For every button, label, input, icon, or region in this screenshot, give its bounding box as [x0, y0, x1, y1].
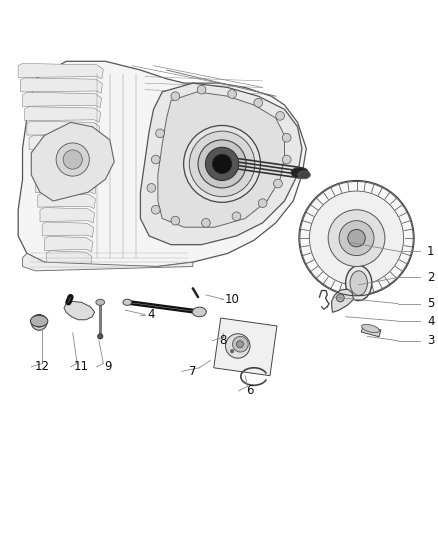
Polygon shape — [35, 179, 96, 194]
Polygon shape — [141, 83, 302, 245]
Polygon shape — [31, 123, 114, 201]
Polygon shape — [40, 207, 95, 223]
Polygon shape — [31, 150, 98, 165]
Circle shape — [212, 154, 232, 174]
Text: 4: 4 — [427, 314, 434, 328]
Polygon shape — [64, 302, 95, 320]
Text: 12: 12 — [35, 360, 49, 374]
Polygon shape — [233, 336, 248, 352]
Text: 3: 3 — [427, 334, 434, 347]
Ellipse shape — [310, 191, 403, 285]
Circle shape — [31, 314, 47, 330]
Ellipse shape — [346, 265, 372, 301]
Circle shape — [230, 350, 234, 353]
Polygon shape — [22, 92, 102, 108]
Circle shape — [147, 183, 155, 192]
Polygon shape — [158, 92, 285, 227]
Ellipse shape — [30, 316, 48, 327]
Ellipse shape — [192, 307, 206, 317]
Ellipse shape — [198, 140, 246, 188]
Ellipse shape — [362, 325, 379, 333]
Bar — [361, 325, 381, 337]
Circle shape — [283, 133, 291, 142]
Polygon shape — [42, 222, 94, 237]
Circle shape — [254, 99, 263, 107]
Bar — [214, 318, 277, 376]
Circle shape — [283, 155, 291, 164]
Ellipse shape — [339, 221, 374, 256]
Text: 1: 1 — [427, 245, 434, 258]
Text: 5: 5 — [427, 297, 434, 310]
Circle shape — [258, 199, 267, 207]
Text: 11: 11 — [74, 360, 89, 374]
Ellipse shape — [189, 131, 255, 197]
Text: 8: 8 — [220, 334, 227, 347]
Polygon shape — [20, 78, 102, 93]
Polygon shape — [22, 253, 193, 271]
Ellipse shape — [291, 167, 308, 178]
Circle shape — [336, 294, 344, 302]
Polygon shape — [18, 61, 306, 266]
Text: 4: 4 — [148, 308, 155, 321]
Circle shape — [276, 111, 285, 120]
Circle shape — [171, 216, 180, 225]
Text: 9: 9 — [104, 360, 111, 374]
Circle shape — [151, 155, 160, 164]
Polygon shape — [38, 193, 95, 208]
Polygon shape — [33, 164, 97, 180]
Circle shape — [155, 129, 164, 138]
Text: 2: 2 — [427, 271, 434, 284]
Ellipse shape — [348, 229, 365, 247]
Polygon shape — [29, 135, 99, 151]
Text: 7: 7 — [189, 365, 197, 378]
Ellipse shape — [350, 271, 367, 295]
Circle shape — [63, 150, 82, 169]
Circle shape — [151, 205, 160, 214]
Circle shape — [274, 179, 283, 188]
Circle shape — [56, 143, 89, 176]
Circle shape — [171, 92, 180, 101]
Circle shape — [232, 212, 241, 221]
Polygon shape — [25, 107, 101, 122]
Ellipse shape — [328, 210, 385, 266]
Polygon shape — [332, 289, 353, 312]
Circle shape — [197, 85, 206, 94]
Polygon shape — [44, 236, 93, 252]
Text: 10: 10 — [225, 293, 240, 306]
Ellipse shape — [300, 181, 413, 295]
Circle shape — [226, 334, 250, 358]
Text: 6: 6 — [246, 384, 253, 398]
Polygon shape — [27, 121, 100, 136]
Ellipse shape — [123, 299, 132, 305]
Ellipse shape — [184, 125, 261, 203]
Polygon shape — [18, 63, 103, 79]
Circle shape — [34, 318, 44, 327]
Polygon shape — [46, 251, 92, 266]
Ellipse shape — [298, 171, 310, 179]
Circle shape — [98, 334, 103, 339]
Circle shape — [228, 90, 237, 99]
Ellipse shape — [205, 147, 239, 181]
Circle shape — [237, 341, 244, 348]
Ellipse shape — [96, 299, 105, 305]
Circle shape — [201, 219, 210, 227]
